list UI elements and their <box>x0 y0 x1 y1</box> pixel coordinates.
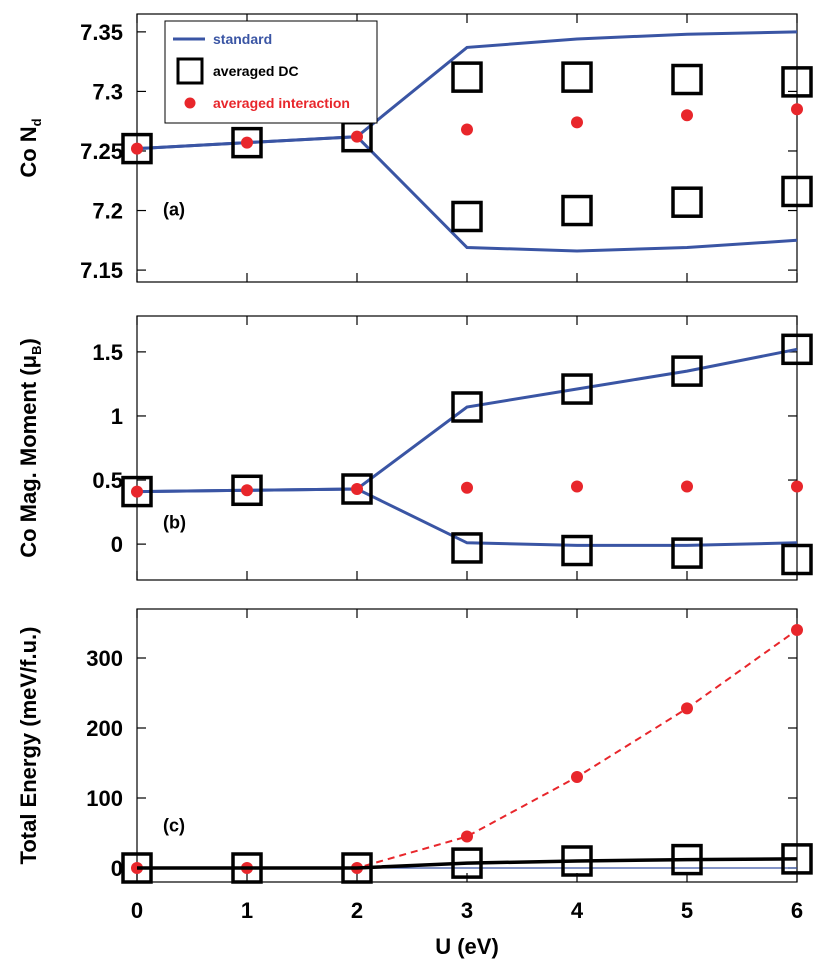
x-tick-label: 1 <box>241 898 253 923</box>
series-averaged-DC <box>121 843 813 884</box>
data-point-square <box>121 132 153 165</box>
y-tick-label: 0.5 <box>92 468 123 493</box>
legend-entry-averaged-dc: averaged DC <box>176 57 299 85</box>
data-point-square <box>671 843 703 876</box>
y-tick-label: 7.25 <box>80 139 123 164</box>
data-point-square <box>231 474 263 507</box>
legend-swatch-square <box>176 57 204 85</box>
data-point-square <box>451 391 483 423</box>
data-point-square <box>561 845 593 877</box>
series-averaged-interaction <box>131 480 803 498</box>
series-line <box>136 135 798 253</box>
data-point-dot <box>461 830 473 843</box>
series-averaged-DC <box>121 61 813 165</box>
data-point-dot <box>241 136 253 149</box>
y-tick-label: 100 <box>86 786 123 811</box>
data-point-dot <box>241 484 253 497</box>
data-point-square <box>121 852 153 884</box>
data-point-square <box>561 194 593 227</box>
data-point-dot <box>681 109 693 122</box>
data-point-dot <box>791 480 803 493</box>
legend-label: standard <box>213 31 272 47</box>
data-point-square <box>671 63 703 96</box>
y-axis-title: Co Mag. Moment (μB) <box>16 338 44 558</box>
data-point-square <box>451 847 483 879</box>
data-point-dot <box>791 103 803 116</box>
series-averaged-interaction <box>131 624 803 874</box>
data-point-square <box>561 534 593 567</box>
legend-label: averaged DC <box>213 63 299 79</box>
data-point-square <box>671 186 703 218</box>
legend-swatch-dot <box>184 97 196 109</box>
data-point-dot <box>131 142 143 155</box>
data-point-dot <box>461 123 473 136</box>
y-tick-label: 0 <box>111 856 123 881</box>
series-averaged-DC <box>451 532 813 576</box>
data-point-dot <box>351 483 363 496</box>
data-point-square <box>781 175 813 208</box>
data-point-dot <box>571 116 583 129</box>
x-tick-label: 4 <box>571 898 584 923</box>
data-point-square <box>561 373 593 405</box>
y-tick-label: 7.15 <box>80 258 123 283</box>
x-tick-label: 6 <box>791 898 803 923</box>
data-point-dot <box>681 480 693 493</box>
panel-label: (b) <box>163 513 186 533</box>
series-averaged-interaction <box>131 103 803 155</box>
data-point-dot <box>131 485 143 498</box>
data-point-square <box>781 543 813 576</box>
series-line <box>137 857 798 870</box>
data-point-dot <box>791 624 803 636</box>
series-averaged-DC <box>121 333 813 508</box>
data-point-square <box>781 843 813 875</box>
x-tick-label: 0 <box>131 898 143 923</box>
data-point-square <box>231 852 263 884</box>
panel-label: (a) <box>163 199 185 219</box>
legend-entry-standard: standard <box>173 31 272 47</box>
data-point-square <box>121 475 153 508</box>
panel-a: 7.15 7.2 7.25 7.3 7.35 Co Nd (a) standard averag… <box>16 13 813 283</box>
panel-label: (c) <box>163 816 185 836</box>
data-point-dot <box>351 130 363 143</box>
x-tick-label: 2 <box>351 898 363 923</box>
panel-b: 0 0.5 1 1.5 Co Mag. Moment (μB) (b) <box>16 315 813 581</box>
y-axis-title: Total Energy (meV/f.u.) <box>16 627 41 865</box>
y-tick-label: 7.35 <box>80 20 123 45</box>
y-tick-label: 200 <box>86 716 123 741</box>
y-axis-title: Co Nd <box>16 118 44 177</box>
data-point-dot <box>571 480 583 493</box>
x-axis-title: U (eV) <box>435 934 499 959</box>
data-point-square <box>781 66 813 98</box>
series-standard <box>136 135 798 253</box>
data-point-square <box>231 126 263 159</box>
legend-entry-averaged-interaction: averaged interaction <box>184 95 350 111</box>
y-tick-label: 7.3 <box>92 79 123 104</box>
series-standard <box>136 487 798 547</box>
y-tick-label: 1 <box>111 404 123 429</box>
panel-c: 0 100 200 300 0 1 2 3 4 5 6 Total Energy (meV/f.u.)… <box>16 608 813 959</box>
legend-label: averaged interaction <box>213 95 350 111</box>
data-point-square <box>341 852 373 884</box>
data-point-square <box>671 355 703 387</box>
y-tick-label: 7.2 <box>92 199 123 224</box>
data-point-square <box>561 61 593 93</box>
data-point-dot <box>681 702 693 715</box>
data-point-square <box>451 200 483 233</box>
data-point-square <box>341 473 373 505</box>
series-line <box>136 487 798 547</box>
y-tick-label: 1.5 <box>92 340 123 365</box>
data-point-dot <box>461 481 473 494</box>
x-tick-label: 5 <box>681 898 693 923</box>
x-tick-label: 3 <box>461 898 473 923</box>
y-tick-label: 300 <box>86 646 123 671</box>
data-point-square <box>451 532 483 564</box>
legend: standard averaged DC averaged interaction <box>164 20 378 124</box>
data-point-square <box>781 333 813 366</box>
data-point-square <box>671 537 703 569</box>
series-averaged-DC <box>451 175 813 233</box>
data-point-square <box>451 61 483 93</box>
data-point-dot <box>571 771 583 783</box>
y-tick-label: 0 <box>111 532 123 557</box>
